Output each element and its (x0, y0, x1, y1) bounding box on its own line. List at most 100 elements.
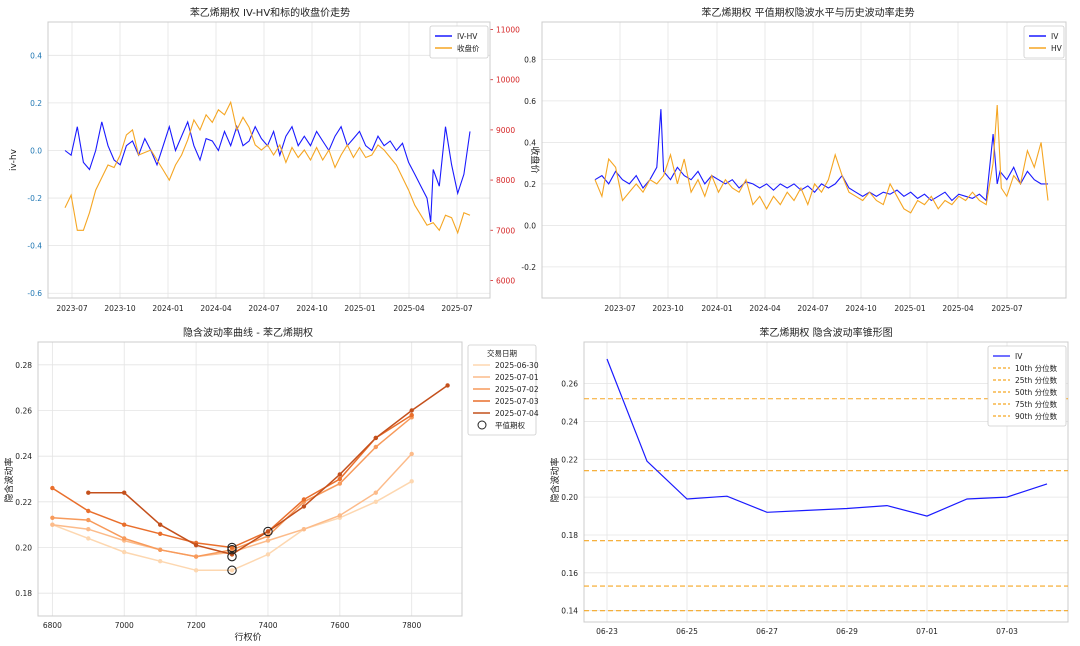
chart3-series-1 (52, 453, 413, 558)
chart3-point-4-1 (122, 490, 127, 495)
chart2-xtick-label: 2025-01 (894, 304, 926, 313)
chart1-legend-label-0: IV-HV (457, 32, 478, 41)
chart2-legend-label-0: IV (1051, 32, 1059, 41)
chart1-ytick-label: -0.2 (27, 194, 42, 203)
chart1-series-0 (64, 120, 471, 222)
chart3-ytick-label: 0.28 (15, 361, 32, 370)
chart3-point-0-1 (86, 536, 91, 541)
chart4-legend-label-3: 50th 分位数 (1015, 387, 1058, 397)
chart4-xtick-label: 06-27 (756, 627, 778, 636)
chart3-atm-marker-1 (227, 551, 237, 562)
chart3-point-1-9 (373, 490, 378, 495)
iv-cone-chart: 苯乙烯期权 隐含波动率锥形图 隐含波动率 06-23 06-25 06-27 06-2… (549, 326, 1069, 636)
chart4-ytick-label: 0.24 (561, 417, 578, 426)
chart1-ytick2-label: 7000 (496, 226, 515, 235)
chart1-xtick-label: 2024-07 (248, 304, 280, 313)
chart1-xtick-label: 2024-04 (200, 304, 232, 313)
chart2-frame (541, 21, 1067, 299)
chart3-xtick-label: 7800 (402, 621, 421, 630)
chart4-xtick-label: 07-01 (916, 627, 938, 636)
chart4-ytick-label: 0.16 (561, 569, 578, 578)
chart3-point-1-1 (86, 527, 91, 532)
chart3-point-4-10 (445, 383, 450, 388)
chart2-xtick-label: 2025-04 (942, 304, 974, 313)
chart4-legend-label-0: IV (1015, 352, 1023, 361)
chart2-series-0 (594, 109, 1048, 202)
chart4-legend-label-1: 10th 分位数 (1015, 363, 1058, 373)
chart3-point-2-8 (337, 481, 342, 486)
chart1-title: 苯乙烯期权 IV-HV和标的收盘价走势 (190, 6, 350, 19)
chart1-ytick-label: -0.4 (27, 242, 42, 251)
chart3-legend-label-5: 平值期权 (495, 420, 525, 430)
chart1-ytick-label: 0.4 (30, 51, 42, 60)
chart1-frame (47, 21, 491, 299)
chart3-point-4-8 (373, 435, 378, 441)
chart3-point-2-4 (193, 554, 199, 559)
chart3-point-0-3 (158, 559, 163, 564)
chart3-point-2-3 (158, 547, 163, 552)
chart3-legend-label-4: 2025-07-04 (495, 409, 539, 418)
chart1-xtick-label: 2025-07 (441, 304, 473, 313)
chart3-point-1-10 (409, 451, 414, 457)
chart3-point-0-5 (229, 568, 235, 573)
chart3-legend-label-3: 2025-07-03 (495, 397, 539, 406)
chart1-ytick2-label: 8000 (496, 176, 515, 185)
chart2-series-1 (594, 104, 1049, 214)
chart3-point-1-7 (301, 527, 307, 532)
chart2-ytick-label: -0.2 (521, 263, 536, 272)
chart3-xtick-label: 7200 (187, 621, 206, 630)
chart2-ytick-label: 0.0 (524, 221, 536, 230)
chart2-ytick-label: 0.4 (524, 138, 536, 147)
chart3-ytick-label: 0.24 (15, 452, 32, 461)
chart1-ytick2-label: 10000 (496, 76, 520, 85)
chart2-ytick-label: 0.2 (524, 180, 536, 189)
chart1-series-1 (64, 100, 471, 235)
chart3-point-3-7 (301, 497, 307, 502)
chart2-xtick-label: 2023-10 (652, 304, 684, 313)
chart4-title: 苯乙烯期权 隐含波动率锥形图 (759, 326, 892, 339)
chart4-legend-label-4: 75th 分位数 (1015, 399, 1058, 409)
chart3-point-4-0 (86, 490, 91, 495)
chart3-frame (37, 341, 463, 617)
chart4-ytick-label: 0.20 (561, 493, 578, 502)
chart3-point-1-0 (50, 522, 55, 527)
chart1-xtick-label: 2025-01 (344, 304, 376, 313)
atm-iv-hv-chart: 苯乙烯期权 平值期权隐波水平与历史波动率走势 2023-07 2023-10 202… (521, 6, 1067, 313)
chart2-xtick-label: 2024-07 (797, 304, 829, 313)
chart4-frame (583, 341, 1069, 623)
chart3-series-0 (52, 480, 413, 572)
chart1-xtick-label: 2024-10 (296, 304, 328, 313)
chart3-legend-title: 交易日期 (487, 348, 517, 358)
chart3-atm-marker-4 (263, 526, 273, 537)
chart1-legend-box (429, 25, 489, 59)
chart3-point-3-1 (86, 508, 91, 514)
chart3-legend-label-0: 2025-06-30 (495, 361, 539, 370)
chart4-series-0 (606, 358, 1048, 517)
chart4-ytick-label: 0.26 (561, 380, 578, 389)
chart1-xtick-label: 2024-01 (152, 304, 184, 313)
chart1-ytick-label: 0.0 (30, 146, 42, 155)
chart3-point-4-7 (337, 472, 342, 477)
chart3-point-4-5 (265, 529, 271, 534)
chart3-point-2-9 (373, 444, 378, 450)
chart2-ytick-label: 0.6 (524, 97, 536, 106)
chart2-legend-box (1023, 25, 1065, 59)
chart4-xtick-label: 07-03 (996, 627, 1018, 636)
chart3-xlabel: 行权价 (234, 631, 261, 643)
chart1-ytick2-label: 6000 (496, 276, 515, 285)
chart3-xtick-label: 7600 (330, 621, 349, 630)
chart1-ytick-label: -0.6 (27, 289, 42, 298)
chart3-point-1-6 (265, 538, 271, 543)
chart3-atm-marker-3 (227, 542, 237, 553)
chart3-legend-marker-5 (477, 420, 487, 430)
chart3-point-0-4 (193, 568, 199, 573)
chart1-ytick2-label: 11000 (496, 26, 520, 35)
chart3-point-3-0 (50, 485, 55, 491)
chart3-xtick-label: 6800 (43, 621, 62, 630)
chart2-xtick-label: 2024-04 (749, 304, 781, 313)
chart1-ylabel: iv-hv (9, 148, 19, 171)
chart1-ylabel-right: 收盘价 (529, 146, 541, 173)
chart3-point-0-10 (409, 479, 414, 484)
chart2-title: 苯乙烯期权 平值期权隐波水平与历史波动率走势 (701, 6, 914, 19)
